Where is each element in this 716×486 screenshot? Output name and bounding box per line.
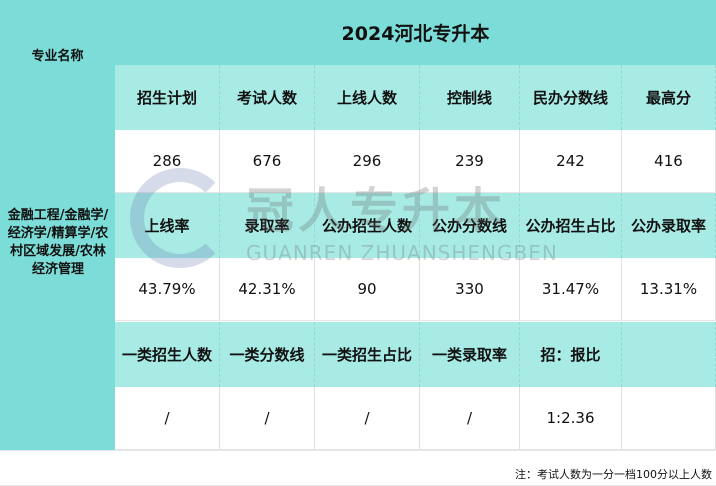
header-cell: 招：报比 bbox=[520, 322, 622, 387]
header-cell bbox=[622, 322, 716, 387]
header-cell: 最高分 bbox=[622, 65, 716, 130]
header-cell: 公办分数线 bbox=[420, 193, 520, 258]
data-cell: / bbox=[115, 387, 220, 449]
data-cell: 31.47% bbox=[520, 258, 622, 320]
data-cell: 296 bbox=[315, 130, 420, 192]
data-cell: 286 bbox=[115, 130, 220, 192]
major-header: 专业名称 bbox=[31, 49, 84, 64]
data-cell: 242 bbox=[520, 130, 622, 192]
footnote: 注：考试人数为一分一档100分以上人数 bbox=[515, 468, 712, 481]
data-cell: 676 bbox=[220, 130, 315, 192]
header-cell: 公办录取率 bbox=[622, 193, 716, 258]
header-cell: 上线人数 bbox=[315, 65, 420, 130]
data-cell: 330 bbox=[420, 258, 520, 320]
header-cell: 公办招生占比 bbox=[520, 193, 622, 258]
header-row: 上线率 录取率 公办招生人数 公办分数线 公办招生占比 公办录取率 bbox=[115, 193, 716, 258]
data-row: / / //1:2.36 bbox=[115, 387, 716, 450]
header-cell: 录取率 bbox=[220, 193, 315, 258]
major-column: 专业名称 金融工程/金融学/经济学/精算学/农村区域发展/农林经济管理 bbox=[0, 0, 115, 450]
header-cell: 一类录取率 bbox=[420, 322, 520, 387]
data-cell: / bbox=[420, 387, 520, 449]
header-cell: 一类招生占比 bbox=[315, 322, 420, 387]
data-cell bbox=[622, 387, 716, 449]
header-cell: 一类招生人数 bbox=[115, 322, 220, 387]
data-cell: 1:2.36 bbox=[520, 387, 622, 449]
data-cell: 416 bbox=[622, 130, 716, 192]
header-cell: 控制线 bbox=[420, 65, 520, 130]
data-cell: 42.31% bbox=[220, 258, 315, 320]
header-cell: 公办招生人数 bbox=[315, 193, 420, 258]
data-cell: 43.79% bbox=[115, 258, 220, 320]
data-cell: / bbox=[220, 387, 315, 449]
header-row: 招生计划 考试人数 上线人数 控制线 民办分数线 最高分 bbox=[115, 65, 716, 130]
data-cell: / bbox=[315, 387, 420, 449]
header-cell: 一类分数线 bbox=[220, 322, 315, 387]
data-cell: 239 bbox=[420, 130, 520, 192]
data-cell: 13.31% bbox=[622, 258, 716, 320]
header-row: 一类招生人数 一类分数线 一类招生占比 一类录取率 招：报比 bbox=[115, 322, 716, 387]
header-cell: 招生计划 bbox=[115, 65, 220, 130]
header-cell: 上线率 bbox=[115, 193, 220, 258]
header-cell: 民办分数线 bbox=[520, 65, 622, 130]
data-cell: 90 bbox=[315, 258, 420, 320]
table-title: 2024河北专升本 bbox=[115, 0, 716, 65]
header-cell: 考试人数 bbox=[220, 65, 315, 130]
major-name: 金融工程/金融学/经济学/精算学/农村区域发展/农林经济管理 bbox=[7, 208, 109, 277]
data-row: 286 676 296 239 242 416 bbox=[115, 130, 716, 193]
data-row: 43.79% 42.31% 90 330 31.47% 13.31% bbox=[115, 258, 716, 321]
